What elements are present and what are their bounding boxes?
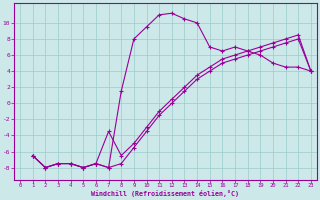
X-axis label: Windchill (Refroidissement éolien,°C): Windchill (Refroidissement éolien,°C) xyxy=(92,190,239,197)
